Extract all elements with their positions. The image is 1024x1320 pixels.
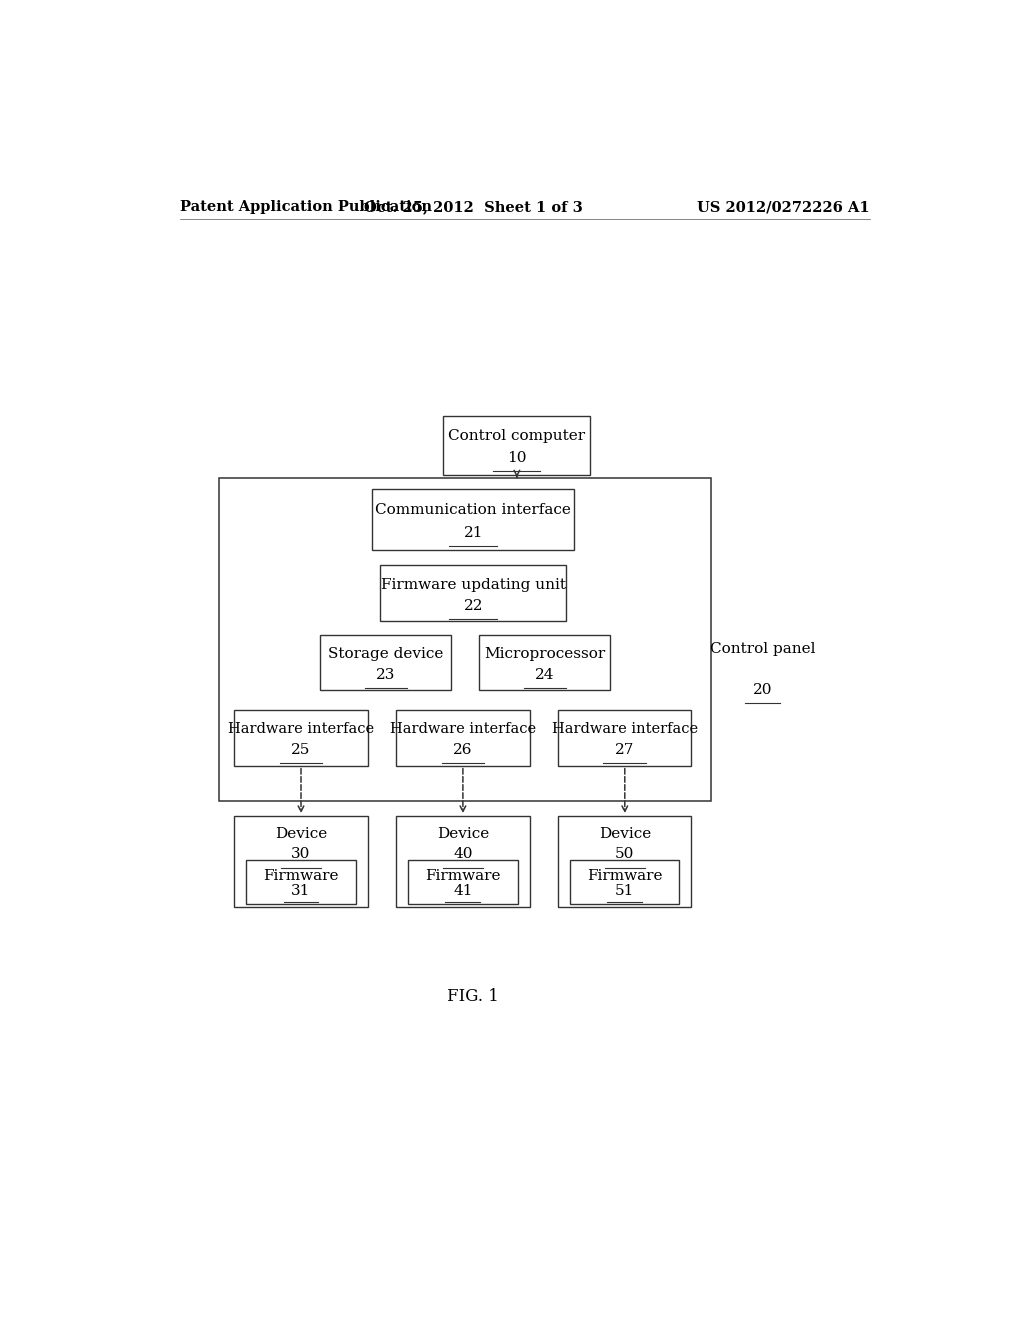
Text: Device: Device bbox=[274, 828, 327, 841]
Bar bbox=[570, 859, 680, 904]
Text: 20: 20 bbox=[753, 682, 773, 697]
Text: Hardware interface: Hardware interface bbox=[390, 722, 536, 737]
Text: Control panel: Control panel bbox=[710, 643, 816, 656]
Text: 51: 51 bbox=[615, 883, 635, 898]
Text: 41: 41 bbox=[454, 883, 473, 898]
Text: Firmware: Firmware bbox=[263, 869, 339, 883]
Text: Device: Device bbox=[437, 828, 489, 841]
Text: Device: Device bbox=[599, 828, 651, 841]
Text: 26: 26 bbox=[454, 743, 473, 758]
Text: Firmware updating unit: Firmware updating unit bbox=[381, 578, 565, 593]
Text: Control computer: Control computer bbox=[449, 429, 586, 444]
Text: 21: 21 bbox=[464, 525, 483, 540]
Text: Firmware: Firmware bbox=[425, 869, 501, 883]
Text: US 2012/0272226 A1: US 2012/0272226 A1 bbox=[697, 201, 870, 214]
Text: 50: 50 bbox=[615, 847, 635, 862]
Bar bbox=[380, 565, 566, 622]
Text: Firmware: Firmware bbox=[587, 869, 663, 883]
Text: Oct. 25, 2012  Sheet 1 of 3: Oct. 25, 2012 Sheet 1 of 3 bbox=[364, 201, 583, 214]
Text: 23: 23 bbox=[376, 668, 395, 682]
Bar bbox=[409, 859, 517, 904]
Bar bbox=[558, 816, 691, 907]
Bar bbox=[247, 859, 355, 904]
Bar bbox=[443, 416, 590, 474]
Bar bbox=[479, 635, 610, 690]
Text: 40: 40 bbox=[454, 847, 473, 862]
Text: 24: 24 bbox=[535, 668, 554, 682]
Text: Microprocessor: Microprocessor bbox=[484, 647, 605, 661]
Text: Hardware interface: Hardware interface bbox=[552, 722, 698, 737]
Text: Storage device: Storage device bbox=[329, 647, 443, 661]
Bar bbox=[372, 488, 574, 549]
Text: 25: 25 bbox=[291, 743, 310, 758]
Text: Communication interface: Communication interface bbox=[375, 503, 571, 517]
Bar bbox=[396, 710, 529, 766]
Text: Hardware interface: Hardware interface bbox=[228, 722, 374, 737]
Text: 22: 22 bbox=[464, 599, 483, 612]
Text: FIG. 1: FIG. 1 bbox=[447, 989, 499, 1006]
Bar bbox=[219, 478, 712, 801]
Bar bbox=[234, 710, 368, 766]
Text: 30: 30 bbox=[291, 847, 310, 862]
Text: 31: 31 bbox=[291, 883, 310, 898]
Bar bbox=[321, 635, 452, 690]
Text: Patent Application Publication: Patent Application Publication bbox=[179, 201, 431, 214]
Bar bbox=[558, 710, 691, 766]
Text: 10: 10 bbox=[507, 451, 526, 465]
Text: 27: 27 bbox=[615, 743, 635, 758]
Bar bbox=[234, 816, 368, 907]
Bar bbox=[396, 816, 529, 907]
